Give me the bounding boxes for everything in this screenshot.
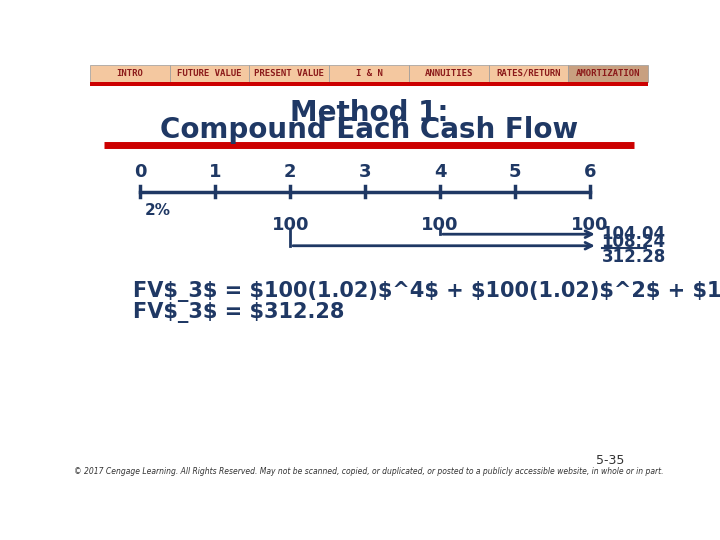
Text: 2%: 2% bbox=[145, 202, 171, 218]
FancyBboxPatch shape bbox=[568, 65, 648, 82]
Text: FV$_3$ = $312.28: FV$_3$ = $312.28 bbox=[132, 302, 344, 323]
FancyBboxPatch shape bbox=[90, 65, 170, 82]
Text: 0: 0 bbox=[134, 163, 147, 181]
Text: INTRO: INTRO bbox=[117, 69, 143, 78]
Text: PRESENT VALUE: PRESENT VALUE bbox=[254, 69, 324, 78]
Text: 312.28: 312.28 bbox=[601, 247, 666, 266]
Text: 1: 1 bbox=[209, 163, 222, 181]
Text: 104.04: 104.04 bbox=[601, 225, 665, 243]
FancyBboxPatch shape bbox=[489, 65, 568, 82]
Text: Method 1:: Method 1: bbox=[289, 98, 449, 126]
Text: I & N: I & N bbox=[356, 69, 382, 78]
FancyBboxPatch shape bbox=[249, 65, 329, 82]
Text: RATES/RETURN: RATES/RETURN bbox=[496, 69, 561, 78]
Text: ANNUITIES: ANNUITIES bbox=[425, 69, 473, 78]
Bar bbox=[90, 82, 648, 85]
Text: 2: 2 bbox=[284, 163, 297, 181]
Text: 4: 4 bbox=[433, 163, 446, 181]
Text: 3: 3 bbox=[359, 163, 372, 181]
Text: FV$_3$ = $100(1.02)$^4$ + $100(1.02)$^2$ + $100: FV$_3$ = $100(1.02)$^4$ + $100(1.02)$^2$… bbox=[132, 281, 720, 302]
Text: 5-35: 5-35 bbox=[596, 454, 625, 467]
Text: 108.24: 108.24 bbox=[601, 233, 665, 251]
Text: © 2017 Cengage Learning. All Rights Reserved. May not be scanned, copied, or dup: © 2017 Cengage Learning. All Rights Rese… bbox=[74, 467, 664, 476]
Text: 5: 5 bbox=[509, 163, 521, 181]
FancyBboxPatch shape bbox=[329, 65, 409, 82]
Text: 100: 100 bbox=[421, 217, 459, 234]
Text: 100: 100 bbox=[271, 217, 309, 234]
FancyBboxPatch shape bbox=[170, 65, 249, 82]
Text: AMORTIZATION: AMORTIZATION bbox=[576, 69, 640, 78]
Text: Compound Each Cash Flow: Compound Each Cash Flow bbox=[160, 116, 578, 144]
FancyBboxPatch shape bbox=[409, 65, 489, 82]
Text: 6: 6 bbox=[584, 163, 596, 181]
Text: FUTURE VALUE: FUTURE VALUE bbox=[177, 69, 242, 78]
Text: 100: 100 bbox=[571, 217, 608, 234]
